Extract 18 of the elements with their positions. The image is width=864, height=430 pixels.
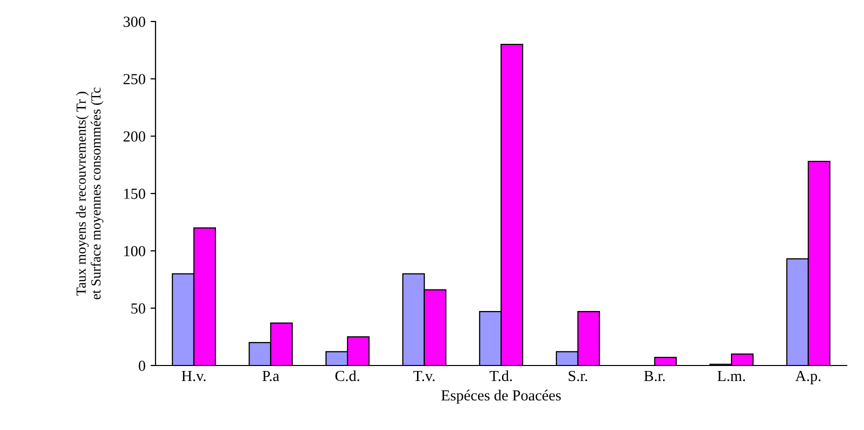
x-tick-label: T.v. — [413, 370, 435, 382]
x-tick-label: L.m. — [718, 370, 745, 382]
y-tick-label: 200 — [124, 131, 146, 142]
x-axis-title: Espéces de Poacées — [441, 390, 561, 404]
y-tick-label: 50 — [131, 303, 146, 314]
x-tick-label: T.d. — [490, 370, 512, 382]
x-tick-label: C.d. — [335, 370, 360, 382]
y-tick-label: 250 — [124, 74, 146, 84]
y-tick-label: 150 — [124, 188, 146, 199]
x-tick-label: H.v. — [182, 370, 206, 382]
x-tick-label: P.a — [262, 370, 280, 382]
x-tick-label: S.r. — [568, 370, 588, 382]
y-tick-label: 300 — [124, 16, 146, 27]
y-tick-label: 100 — [124, 246, 146, 256]
y-tick-label: 0 — [138, 360, 146, 371]
y-axis-title: Taux moyens de recouvrements( Tr ) et Surface moyennes consommées (Tc — [76, 88, 104, 300]
x-tick-label: A.p. — [795, 370, 820, 384]
x-tick-label: B.r. — [644, 370, 665, 382]
